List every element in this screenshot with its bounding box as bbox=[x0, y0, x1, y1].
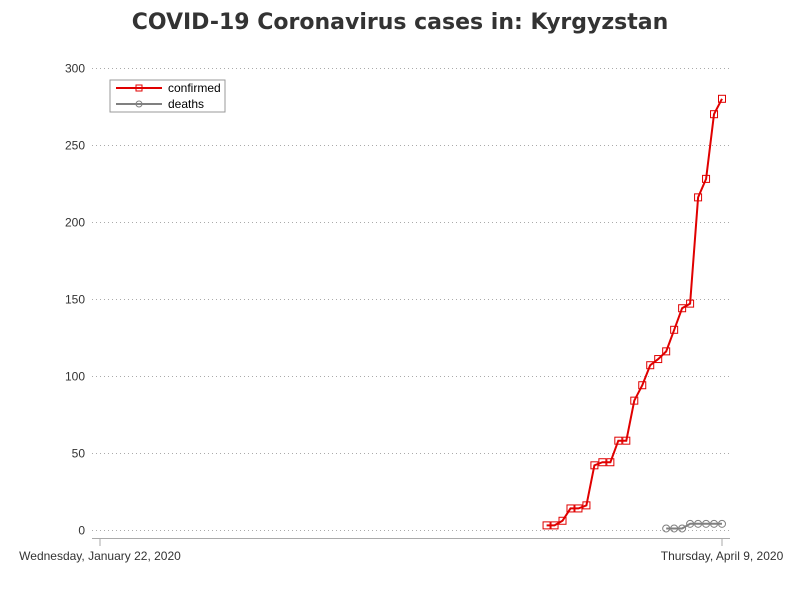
x-tick-label-end: Thursday, April 9, 2020 bbox=[661, 549, 784, 563]
data-point-confirmed bbox=[582, 501, 591, 510]
data-point-confirmed bbox=[694, 193, 703, 202]
data-point-deaths bbox=[686, 519, 695, 528]
data-point-confirmed bbox=[598, 458, 607, 467]
data-point-deaths bbox=[710, 519, 719, 528]
legend-confirmed-label: confirmed bbox=[168, 81, 221, 95]
legend-deaths-marker bbox=[135, 100, 143, 108]
y-tick-label: 0 bbox=[78, 524, 85, 538]
data-point-confirmed bbox=[574, 504, 583, 513]
y-tick-label: 150 bbox=[65, 293, 85, 307]
data-point-confirmed bbox=[566, 504, 575, 513]
legend-confirmed-marker bbox=[135, 84, 143, 92]
data-point-confirmed bbox=[614, 436, 623, 445]
legend-deaths-label: deaths bbox=[168, 97, 204, 111]
data-point-confirmed bbox=[702, 174, 711, 183]
y-axis-ticks: 0 50 100 150 200 250 300 bbox=[65, 62, 85, 538]
data-point-deaths bbox=[662, 524, 671, 533]
x-tick-label-start: Wednesday, January 22, 2020 bbox=[19, 549, 181, 563]
y-tick-label: 200 bbox=[65, 216, 85, 230]
series-layer bbox=[542, 94, 726, 533]
data-point-confirmed bbox=[558, 516, 567, 525]
data-point-confirmed bbox=[630, 396, 639, 405]
data-point-deaths bbox=[702, 519, 711, 528]
data-point-confirmed bbox=[590, 461, 599, 470]
data-point-confirmed bbox=[550, 521, 559, 530]
data-point-deaths bbox=[670, 524, 679, 533]
data-point-confirmed bbox=[646, 361, 655, 370]
chart-title: COVID-19 Coronavirus cases in: Kyrgyzsta… bbox=[131, 10, 669, 35]
legend-box bbox=[109, 79, 226, 113]
data-point-confirmed bbox=[606, 458, 615, 467]
data-point-deaths bbox=[694, 519, 703, 528]
data-point-confirmed bbox=[670, 325, 679, 334]
data-point-confirmed bbox=[662, 347, 671, 356]
data-point-confirmed bbox=[622, 436, 631, 445]
y-tick-label: 250 bbox=[65, 139, 85, 153]
y-tick-label: 300 bbox=[65, 62, 85, 76]
data-point-confirmed bbox=[686, 299, 695, 308]
grid-lines bbox=[92, 68, 730, 531]
y-tick-label: 50 bbox=[72, 447, 86, 461]
series-confirmed bbox=[542, 94, 726, 530]
data-point-confirmed bbox=[654, 355, 663, 364]
data-point-deaths bbox=[678, 524, 687, 533]
data-point-confirmed bbox=[678, 304, 687, 313]
data-point-confirmed bbox=[710, 110, 719, 119]
series-deaths bbox=[662, 519, 726, 533]
data-point-confirmed bbox=[718, 94, 726, 103]
series-line-confirmed bbox=[546, 98, 723, 527]
data-point-deaths bbox=[718, 519, 726, 528]
legend: confirmed deaths bbox=[109, 79, 226, 113]
data-point-confirmed bbox=[638, 381, 647, 390]
data-point-confirmed bbox=[542, 521, 551, 530]
y-tick-label: 100 bbox=[65, 370, 85, 384]
